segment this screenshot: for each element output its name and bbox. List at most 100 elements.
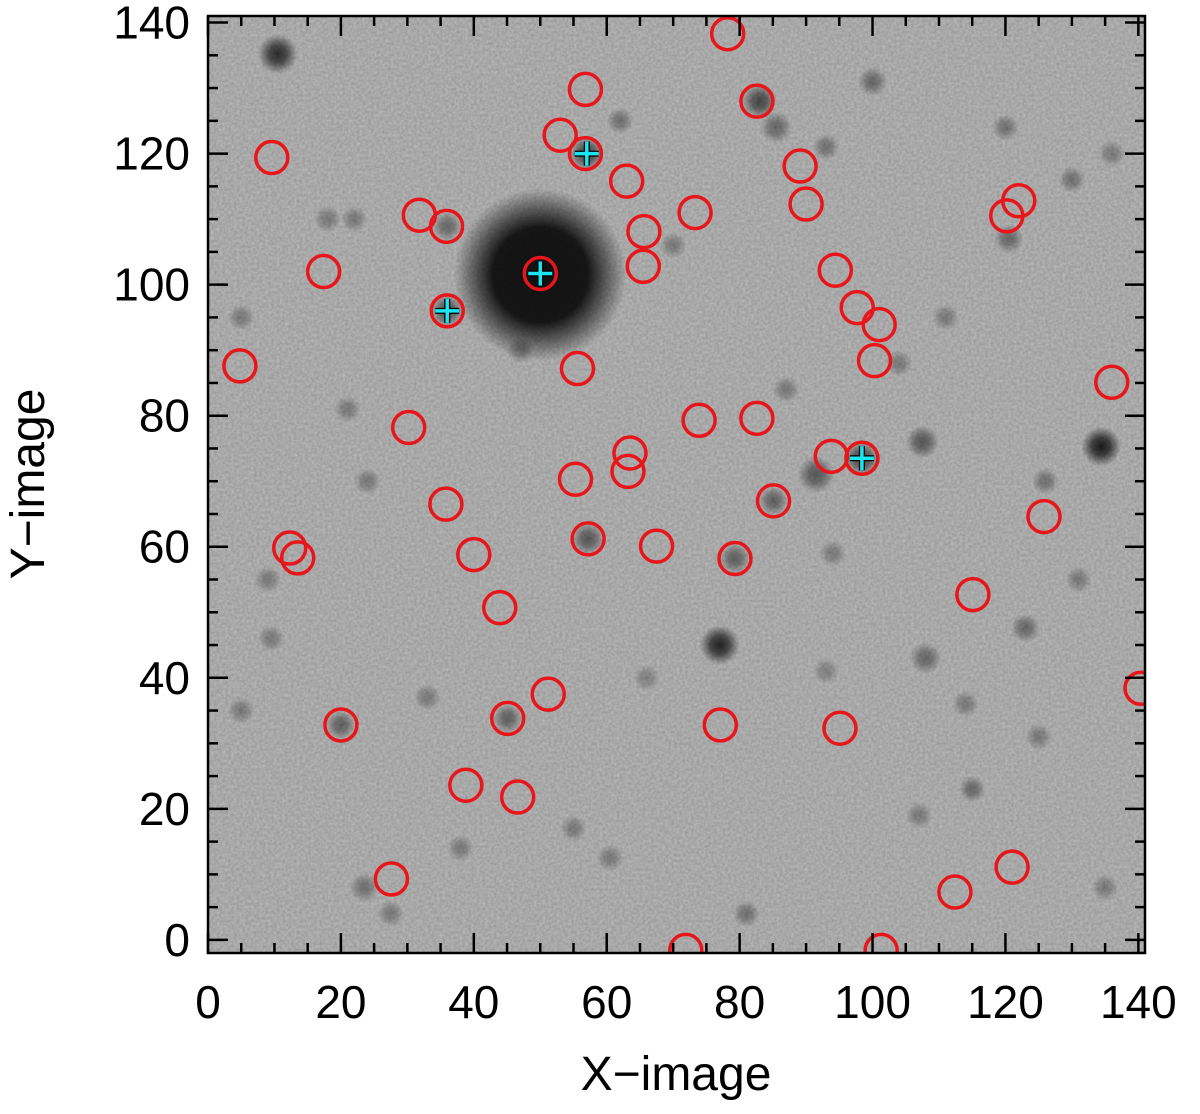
image-noise [208,16,1145,953]
circle-marker [817,252,854,288]
star [992,114,1019,141]
circle-marker [989,198,1025,234]
circle-marker [844,440,880,477]
circle-marker [717,540,753,577]
star [414,684,441,711]
star [254,566,282,593]
y-tick-label: 60 [139,521,190,573]
star [772,376,800,403]
star [334,395,361,423]
star [507,336,534,364]
circle-marker [522,255,559,292]
star [1081,426,1122,467]
circle-marker [222,348,258,384]
circle-marker [994,849,1030,885]
star [377,900,405,927]
y-axis-title: Y−image [2,389,55,580]
star [932,304,959,331]
star [1065,566,1092,593]
star [560,815,587,842]
circle-marker [567,135,604,172]
circle-marker [610,453,646,490]
circle-marker [863,932,899,953]
circle-marker [788,186,824,222]
x-tick-label: 140 [1100,976,1177,1028]
x-tick-label: 120 [967,976,1044,1028]
star [885,349,913,377]
circle-marker [456,536,492,573]
circle-marker [542,117,578,154]
star [1098,140,1126,167]
circle-marker [429,293,465,329]
star [447,834,474,862]
cross-markers [435,141,874,471]
y-tick-label: 140 [113,0,190,49]
y-tick-label: 20 [139,783,190,835]
x-tick-label: 20 [315,976,366,1028]
star [905,802,933,829]
circle-marker [668,932,704,953]
cross-marker [574,141,599,166]
star [257,625,285,652]
circle-marker [499,779,536,815]
star [1010,613,1041,643]
circle-marker [428,486,464,522]
y-tick-label: 120 [113,128,190,180]
star [905,425,939,459]
circle-marker [271,530,308,566]
star [719,543,751,574]
y-tick-label: 100 [113,259,190,311]
y-tick-label: 40 [139,652,190,704]
circle-marker [489,700,526,737]
circle-marker [530,676,566,712]
circle-marker [681,402,717,439]
circle-marker [739,400,775,437]
star [340,205,368,233]
axis-ticks [206,16,1145,953]
circle-marker [279,540,316,576]
circle-markers [222,16,1145,953]
star [1032,467,1059,495]
x-tick-labels: 0 20 40 60 80 100 120 140 [195,976,1177,1028]
circle-marker [625,248,662,285]
plot-frame [206,14,1147,955]
y-tick-labels: 0 20 40 60 80 100 120 140 [113,0,190,966]
star [227,304,255,331]
y-tick-label: 80 [139,390,190,442]
circle-marker [782,148,818,184]
star [432,211,462,241]
circle-marker [557,461,594,498]
x-tick-label: 60 [581,976,632,1028]
y-tick-label: 0 [164,914,190,966]
star [493,703,523,734]
circle-marker [839,289,876,326]
circle-marker [739,83,775,119]
circle-marker [822,710,858,747]
circle-marker [390,409,427,446]
circle-marker [1123,670,1145,707]
star [633,664,660,692]
x-tick-label: 100 [834,976,911,1028]
star [797,456,835,494]
star [760,111,793,144]
star [349,872,379,903]
star [314,205,341,233]
star [572,522,605,555]
star [732,900,760,927]
circle-marker [570,521,606,557]
star [354,467,381,495]
cross-marker [528,261,553,286]
circle-marker [677,194,713,231]
star [659,232,687,259]
circle-marker [559,350,596,387]
circle-marker [856,342,893,379]
circle-marker [702,707,739,743]
image-panel [208,16,1145,953]
circle-marker [1026,498,1062,535]
star [257,34,298,74]
circle-marker [612,435,648,471]
star [596,844,624,872]
star [1025,723,1052,751]
circle-marker [323,707,359,743]
